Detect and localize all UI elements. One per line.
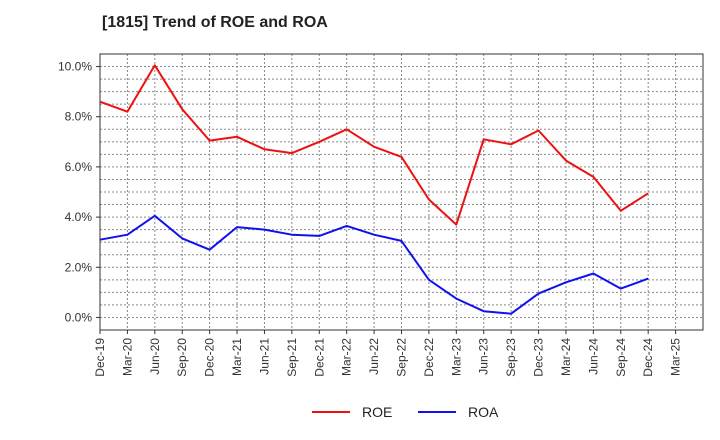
axis-layer: 0.0% 2.0% 4.0% 6.0% 8.0% 10.0% Dec-19 Mar-20 Jun… (58, 53, 704, 377)
x-tick-label: Sep-21 (285, 338, 299, 377)
x-tick-label: Dec-22 (422, 338, 436, 377)
x-tick-label: Mar-23 (449, 338, 463, 376)
y-tick-label: 2.0% (65, 260, 93, 274)
y-tick-label: 0.0% (65, 310, 93, 324)
x-tick-label: Mar-25 (669, 338, 683, 376)
x-tick-label: Mar-20 (120, 338, 134, 376)
x-tick-label: Dec-24 (641, 338, 655, 377)
x-tick-label: Sep-20 (175, 338, 189, 377)
legend-label-roe: ROE (362, 404, 393, 420)
x-tick-label: Dec-19 (93, 338, 107, 377)
x-tick-label: Dec-20 (203, 338, 217, 377)
x-tick-label: Dec-21 (312, 338, 326, 377)
y-tick-label: 10.0% (58, 60, 92, 74)
x-tick-label: Mar-24 (559, 338, 573, 376)
x-tick-label: Sep-23 (504, 338, 518, 377)
y-tick-label: 6.0% (65, 160, 93, 174)
x-tick-label: Jun-20 (148, 338, 162, 375)
series-line-roe (99, 64, 649, 226)
legend-item-roa: ROA (418, 404, 498, 420)
x-tick-label: Sep-24 (614, 338, 628, 377)
series-layer (99, 64, 649, 315)
x-tick-label: Jun-24 (586, 338, 600, 375)
legend-swatch-roe (312, 411, 350, 413)
x-tick-label: Mar-22 (340, 338, 354, 376)
legend-item-roe: ROE (312, 404, 392, 420)
x-tick-label: Dec-23 (532, 338, 546, 377)
y-tick-label: 4.0% (65, 210, 93, 224)
series-line-roa (99, 214, 649, 315)
x-tick-label: Sep-22 (395, 338, 409, 377)
grid-layer (100, 54, 703, 330)
x-tick-label: Jun-22 (367, 338, 381, 375)
legend-swatch-roa (418, 411, 456, 413)
y-tick-label: 8.0% (65, 110, 93, 124)
chart-title: [1815] Trend of ROE and ROA (102, 14, 328, 31)
x-tick-label: Jun-23 (477, 338, 491, 375)
x-tick-label: Jun-21 (257, 338, 271, 375)
legend-label-roa: ROA (468, 404, 499, 420)
x-tick-label: Mar-21 (230, 338, 244, 376)
